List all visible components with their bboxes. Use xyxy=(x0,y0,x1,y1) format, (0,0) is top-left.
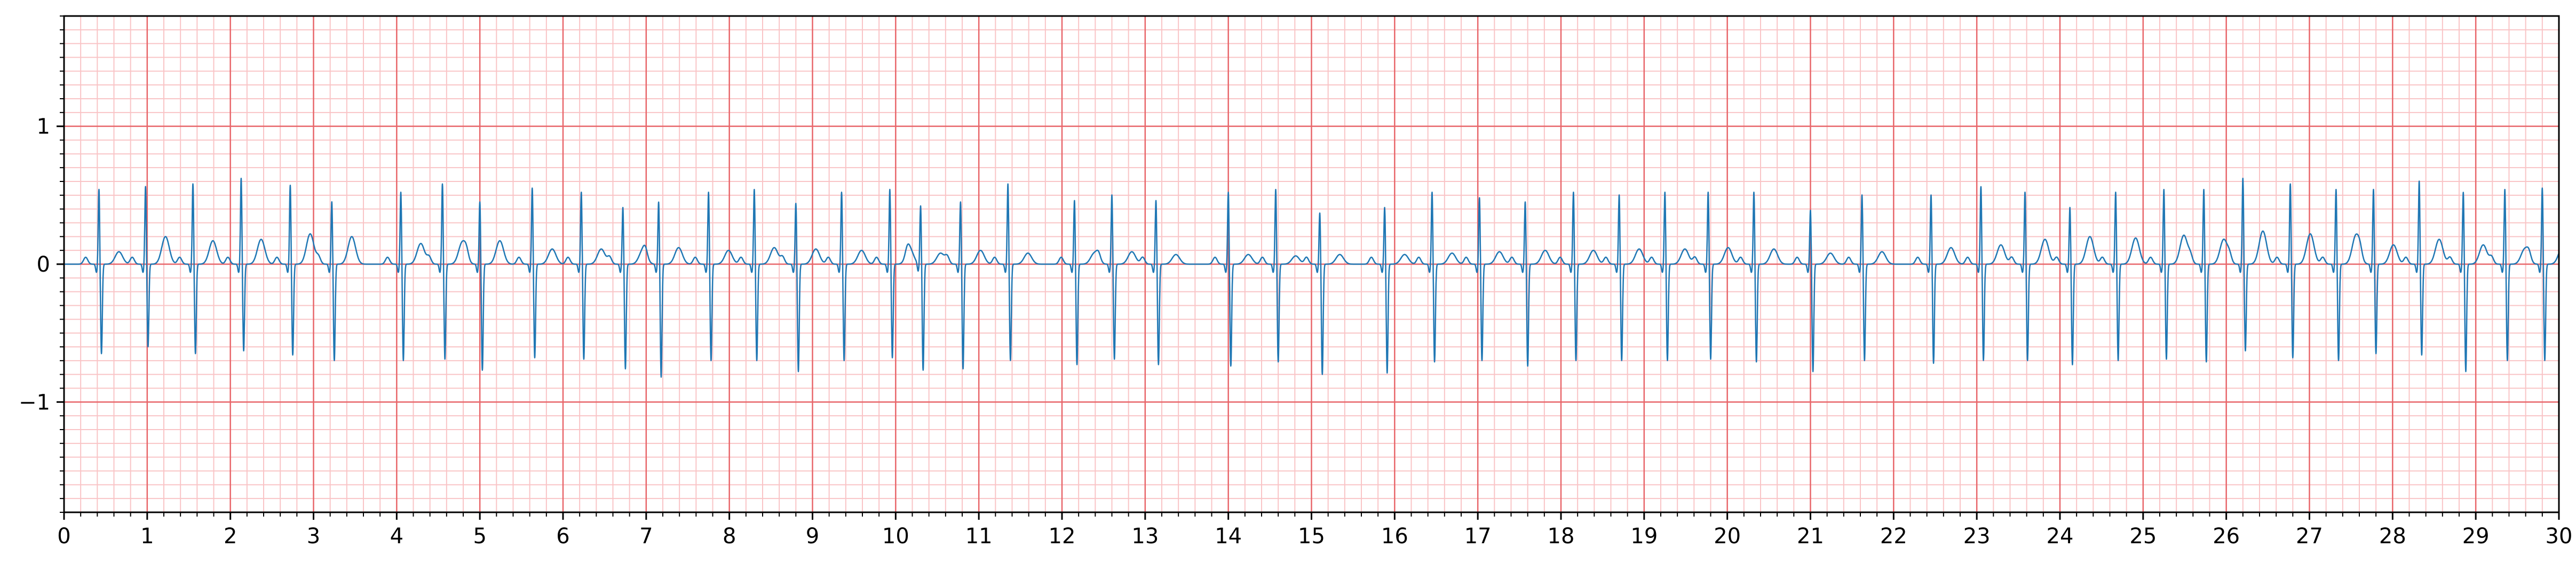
x-tick-label: 22 xyxy=(1880,524,1907,549)
x-tick-label: 0 xyxy=(57,524,70,549)
x-tick-label: 4 xyxy=(390,524,403,549)
x-tick-label: 30 xyxy=(2546,524,2573,549)
y-tick-label: −1 xyxy=(19,390,50,415)
x-tick-label: 20 xyxy=(1714,524,1741,549)
x-tick-label: 19 xyxy=(1630,524,1658,549)
x-tick-label: 10 xyxy=(882,524,909,549)
x-tick-label: 15 xyxy=(1298,524,1325,549)
x-tick-label: 11 xyxy=(965,524,993,549)
x-axis-ticks: 0 1 2 3 4 5 6 7 8 9 10 11 12 13 14 15 16 17 18 19 20 21 22 23 24… xyxy=(57,512,2572,549)
x-tick-label: 9 xyxy=(806,524,819,549)
x-tick-label: 27 xyxy=(2296,524,2323,549)
signal-layer xyxy=(64,177,2560,378)
x-tick-label: 2 xyxy=(224,524,237,549)
x-tick-label: 18 xyxy=(1548,524,1575,549)
x-tick-label: 12 xyxy=(1049,524,1076,549)
x-tick-label: 23 xyxy=(1963,524,1991,549)
x-tick-label: 14 xyxy=(1215,524,1242,549)
x-tick-label: 13 xyxy=(1131,524,1159,549)
y-tick-label: 0 xyxy=(37,252,50,277)
x-tick-label: 7 xyxy=(639,524,653,549)
x-tick-label: 3 xyxy=(307,524,320,549)
x-tick-label: 16 xyxy=(1381,524,1408,549)
x-tick-label: 5 xyxy=(473,524,486,549)
ecg-signal-line xyxy=(64,177,2560,378)
x-tick-label: 6 xyxy=(556,524,569,549)
x-tick-label: 25 xyxy=(2129,524,2157,549)
x-tick-label: 24 xyxy=(2047,524,2074,549)
x-tick-label: 1 xyxy=(140,524,154,549)
y-axis-ticks: −1 0 1 xyxy=(19,15,64,513)
x-tick-label: 28 xyxy=(2379,524,2406,549)
y-tick-label: 1 xyxy=(37,115,50,139)
x-tick-label: 21 xyxy=(1797,524,1824,549)
x-tick-label: 29 xyxy=(2462,524,2490,549)
x-tick-label: 26 xyxy=(2213,524,2240,549)
x-tick-label: 17 xyxy=(1464,524,1492,549)
x-tick-label: 8 xyxy=(723,524,736,549)
